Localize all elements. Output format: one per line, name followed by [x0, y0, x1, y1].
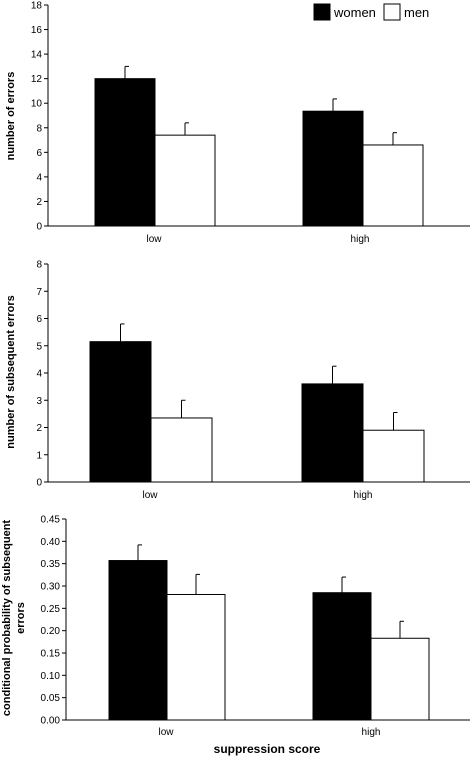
y-tick-label: 0.30	[41, 582, 61, 593]
y-tick-label: 0	[36, 222, 42, 233]
legend-swatch-men	[383, 3, 401, 21]
legend: women men	[313, 3, 429, 21]
y-tick-label: 8	[36, 123, 42, 134]
y-tick-label: 18	[31, 1, 43, 12]
bar-women-low	[94, 78, 156, 227]
y-ticks: 0.00 0.05 0.10 0.15 0.20 0.25 0.30 0.35 0.40 0.45	[41, 515, 66, 727]
y-tick-label: 0.25	[41, 604, 61, 615]
y-tick-label: 0.35	[41, 559, 61, 570]
y-ticks: 0 1 2 3 4 5 6 7 8	[36, 260, 48, 489]
y-tick-label: 2	[36, 423, 42, 434]
bar-women-high	[302, 110, 364, 227]
y-ticks: 0 2 4 6 8 10 12 14 16 18	[31, 1, 48, 233]
y-axis-label: conditional probability of subsequent err…	[1, 520, 27, 717]
y-tick-label: 0	[36, 478, 42, 489]
y-tick-label: 7	[36, 287, 42, 298]
y-axis-label: number of subsequent errors	[5, 295, 17, 448]
x-tick-label: low	[158, 727, 174, 738]
y-tick-label: 4	[36, 369, 42, 380]
legend-label-women: women	[333, 5, 376, 20]
legend-swatch-women	[313, 3, 331, 21]
y-tick-label: 16	[31, 25, 43, 36]
x-tick-label: high	[351, 234, 370, 245]
bars	[94, 65, 424, 227]
bar-women-low	[89, 341, 152, 483]
x-tick-label: low	[142, 490, 158, 501]
bar-men-low	[150, 417, 213, 483]
y-tick-label: 3	[36, 396, 42, 407]
bar-men-low	[166, 593, 226, 721]
bar-men-high	[362, 144, 424, 227]
y-tick-label: 0.10	[41, 671, 61, 682]
chart-panel-conditional-probability: 0.00 0.05 0.10 0.15 0.20 0.25 0.30 0.35 0.40 0.45…	[1, 515, 470, 756]
bar-men-high	[362, 429, 425, 483]
bar-women-low	[108, 560, 168, 721]
bar-women-high	[301, 383, 364, 483]
y-tick-label: 6	[36, 148, 42, 159]
bars	[89, 323, 425, 483]
y-tick-label: 4	[36, 172, 42, 183]
x-tick-label: low	[146, 234, 162, 245]
y-tick-label: 2	[36, 197, 42, 208]
y-tick-label: 12	[31, 74, 43, 85]
legend-label-men: men	[404, 5, 429, 20]
y-tick-label: 5	[36, 341, 42, 352]
y-tick-label: 0.05	[41, 693, 61, 704]
y-tick-label: 6	[36, 314, 42, 325]
chart-panel-subsequent-errors: 0 1 2 3 4 5 6 7 8 low high number of subsequent …	[5, 260, 470, 501]
y-tick-label: 10	[31, 99, 43, 110]
y-axis-label: number of errors	[5, 72, 17, 161]
y-tick-label: 0.20	[41, 626, 61, 637]
bars	[108, 544, 430, 721]
y-tick-label: 0.45	[41, 515, 61, 526]
y-tick-label: 8	[36, 260, 42, 271]
y-tick-label: 1	[36, 450, 42, 461]
x-tick-label: high	[354, 490, 373, 501]
y-tick-label: 14	[31, 50, 43, 61]
bar-men-high	[370, 637, 430, 721]
y-tick-label: 0.40	[41, 537, 61, 548]
chart-panel-errors: 0 2 4 6 8 10 12 14 16 18 low high number of error…	[5, 1, 470, 245]
bar-men-low	[154, 134, 216, 227]
x-axis-label: suppression score	[214, 742, 321, 756]
y-tick-label: 0.00	[41, 716, 61, 727]
x-tick-label: high	[362, 727, 381, 738]
y-tick-label: 0.15	[41, 649, 61, 660]
bar-women-high	[312, 592, 372, 721]
